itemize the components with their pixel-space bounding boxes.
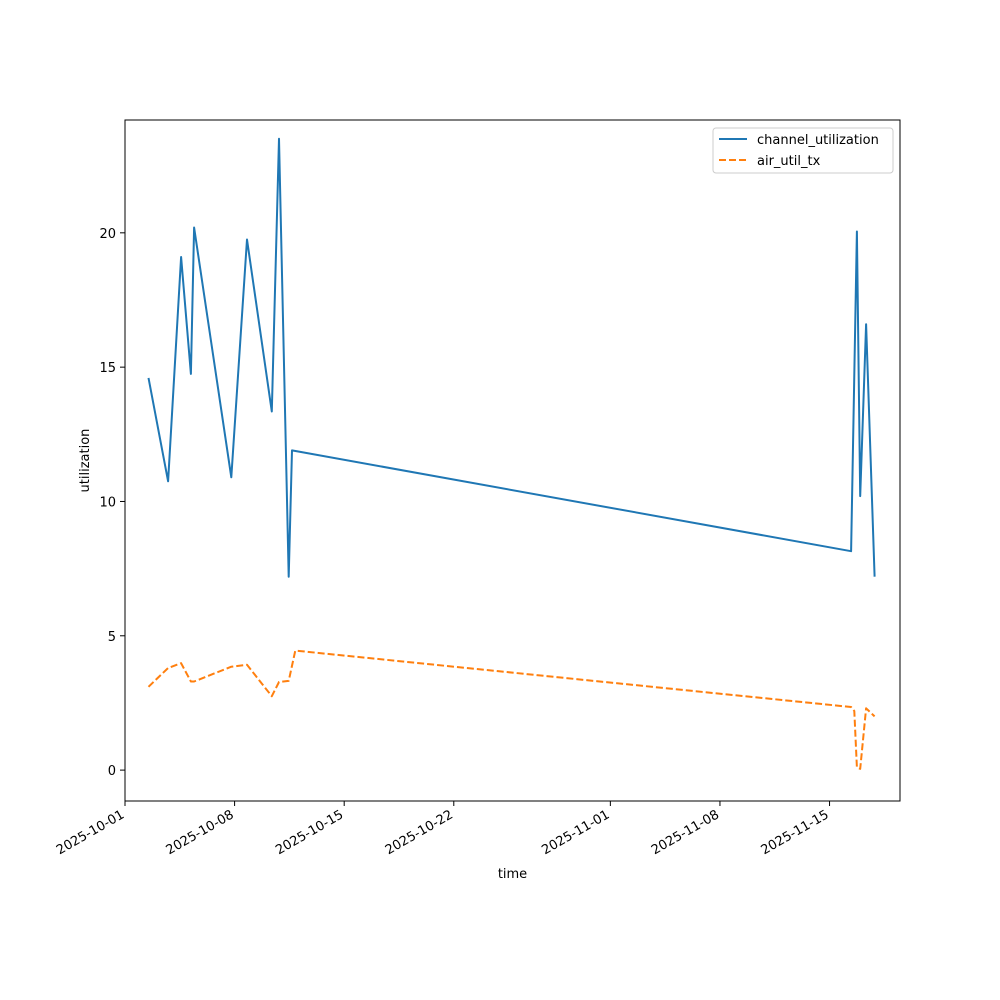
x-tick-label: 2025-11-15: [759, 807, 832, 858]
x-tick-label: 2025-10-15: [273, 807, 346, 858]
y-axis: 0 5 10 15 20: [99, 227, 125, 779]
y-tick-label: 0: [108, 764, 116, 779]
series-line-air_util_tx: [147, 649, 876, 770]
x-tick-label: 2025-10-01: [54, 807, 127, 858]
y-tick-label: 20: [99, 227, 116, 242]
legend-box: [712, 127, 894, 174]
series-line-channel_utilization: [147, 137, 876, 578]
x-tick-label: 2025-11-08: [649, 807, 722, 858]
y-tick-label: 15: [99, 361, 116, 376]
y-tick-label: 5: [108, 630, 116, 645]
legend: channel_utilization air_util_tx: [712, 127, 894, 174]
y-tick-label: 10: [99, 495, 116, 510]
plot-area: [147, 137, 876, 770]
legend-label: air_util_tx: [757, 154, 821, 169]
x-tick-label: 2025-11-01: [539, 807, 612, 858]
x-axis-label: time: [498, 867, 527, 882]
y-axis-label: utilization: [78, 429, 93, 493]
x-axis: 2025-10-01 2025-10-08 2025-10-15 2025-10-22…: [54, 801, 832, 858]
axes-frame: [124, 119, 901, 802]
legend-label: channel_utilization: [757, 133, 879, 148]
x-tick-label: 2025-10-08: [164, 807, 237, 858]
x-tick-label: 2025-10-22: [383, 807, 456, 858]
